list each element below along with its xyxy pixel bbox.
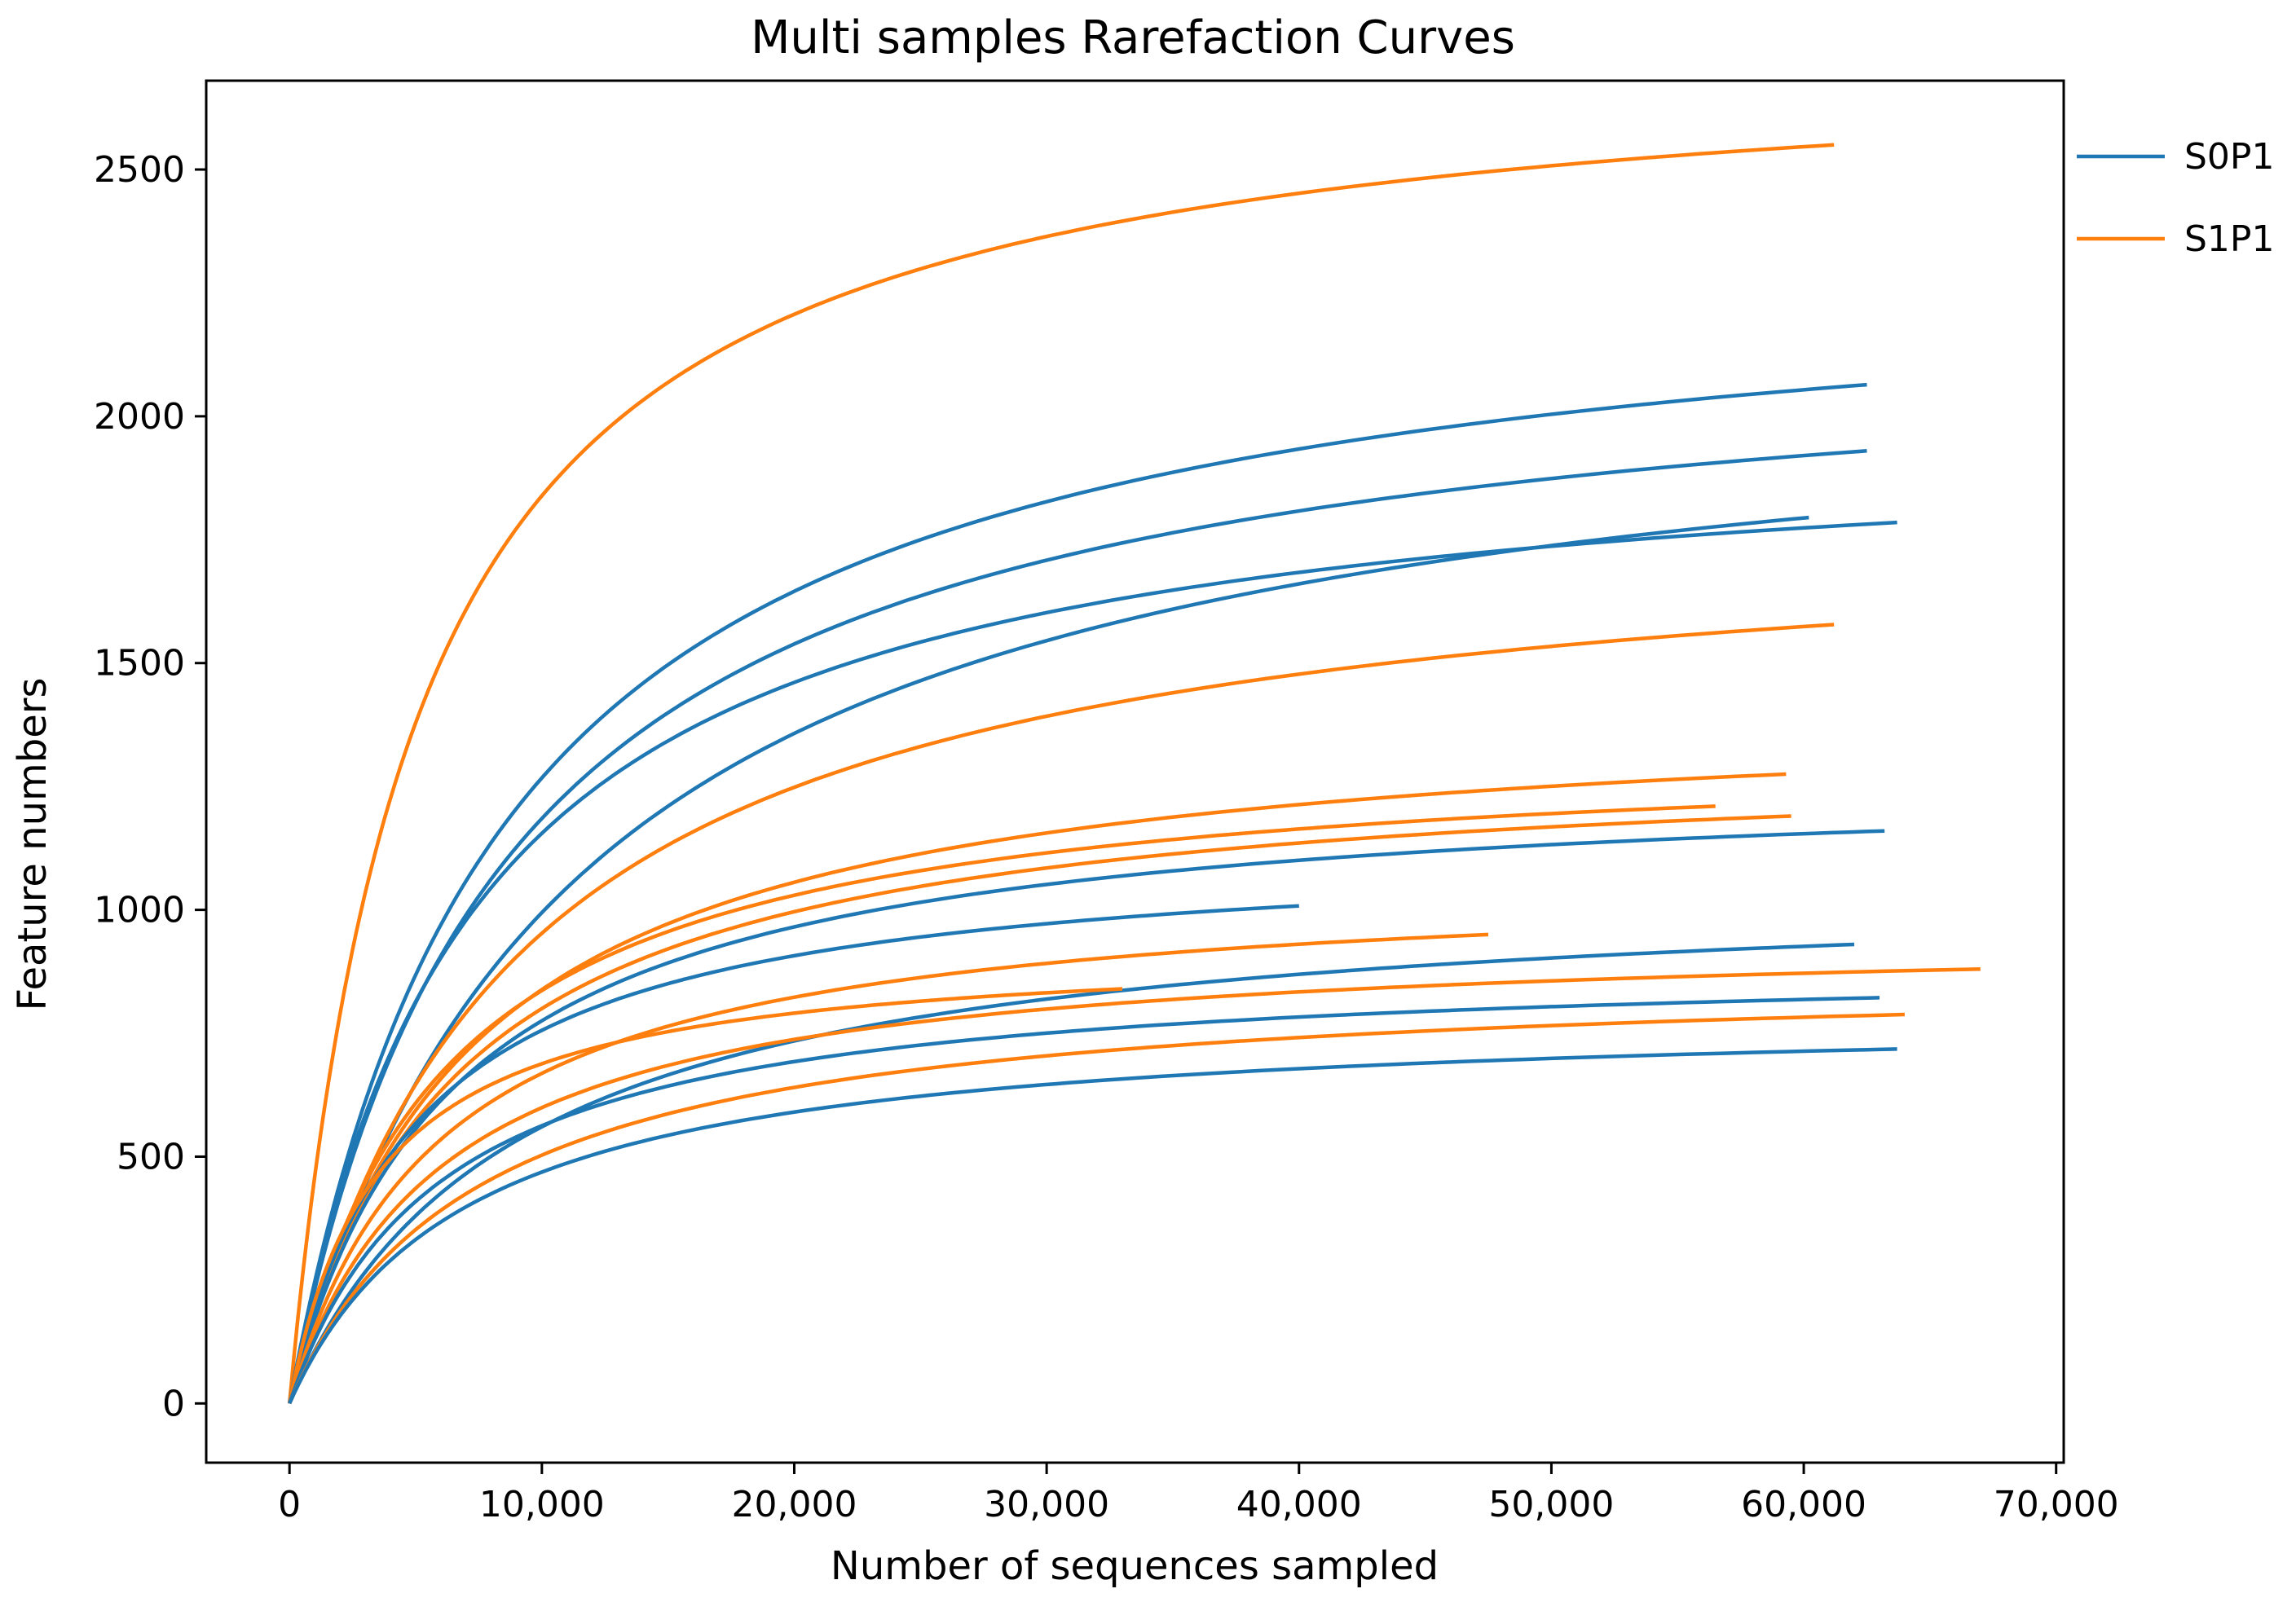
curve-s0p1 [288, 942, 1855, 1406]
x-tick-label: 50,000 [1488, 1484, 1614, 1525]
curve-s1p1 [288, 623, 1835, 1405]
y-tick-label: 1500 [94, 643, 185, 684]
x-tick-label: 70,000 [1994, 1484, 2119, 1525]
x-tick-label: 20,000 [731, 1484, 857, 1525]
curve-s1p1 [288, 804, 1716, 1405]
curve-s0p1 [287, 449, 1867, 1405]
plot-frame [205, 79, 2065, 1464]
y-tick-label: 1000 [94, 890, 185, 931]
x-tick-label: 10,000 [479, 1484, 605, 1525]
curve-s0p1 [288, 829, 1885, 1405]
y-axis-label: Feature numbers [10, 678, 55, 1011]
plot-curves [287, 143, 1981, 1406]
curve-s1p1 [288, 814, 1791, 1405]
x-tick-label: 0 [278, 1484, 301, 1525]
y-tick-label: 2000 [94, 396, 185, 438]
y-tick-label: 2500 [94, 149, 185, 191]
curve-s1p1 [288, 967, 1981, 1405]
curve-s0p1 [287, 520, 1897, 1405]
x-tick-label: 30,000 [984, 1484, 1109, 1525]
curve-s1p1 [287, 143, 1835, 1404]
legend-label-s0p1: S0P1 [2184, 136, 2274, 178]
x-axis: 0 10,000 20,000 30,000 40,000 50,000 60,000 70,… [278, 1463, 2119, 1525]
y-tick-label: 500 [117, 1136, 185, 1177]
y-tick-label: 0 [162, 1383, 185, 1424]
x-axis-label: Number of sequences sampled [831, 1543, 1439, 1589]
curve-s0p1 [287, 382, 1867, 1405]
y-axis: 0 500 1000 1500 2000 2500 [94, 149, 206, 1424]
curve-s0p1 [288, 515, 1809, 1405]
curve-s0p1 [288, 1047, 1897, 1406]
x-tick-label: 60,000 [1741, 1484, 1866, 1525]
curve-s1p1 [287, 987, 1123, 1405]
legend-label-s1p1: S1P1 [2184, 218, 2274, 260]
curve-s1p1 [288, 1012, 1905, 1406]
chart-title: Multi samples Rarefaction Curves [751, 11, 1515, 64]
curve-s0p1 [288, 996, 1880, 1405]
legend: S0P1 S1P1 [2077, 136, 2274, 260]
x-tick-label: 40,000 [1236, 1484, 1362, 1525]
curve-s0p1 [287, 904, 1299, 1405]
